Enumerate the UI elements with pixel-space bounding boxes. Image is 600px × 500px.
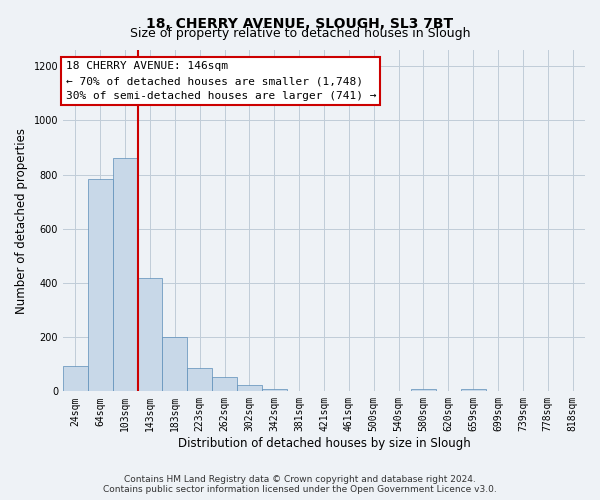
Bar xyxy=(113,158,137,392)
Bar xyxy=(411,388,436,392)
Bar xyxy=(88,178,113,392)
Text: 18 CHERRY AVENUE: 146sqm
← 70% of detached houses are smaller (1,748)
30% of sem: 18 CHERRY AVENUE: 146sqm ← 70% of detach… xyxy=(65,62,376,101)
Y-axis label: Number of detached properties: Number of detached properties xyxy=(15,128,28,314)
Bar xyxy=(262,389,287,392)
X-axis label: Distribution of detached houses by size in Slough: Distribution of detached houses by size … xyxy=(178,437,470,450)
Bar xyxy=(461,388,485,392)
Text: Contains HM Land Registry data © Crown copyright and database right 2024.
Contai: Contains HM Land Registry data © Crown c… xyxy=(103,474,497,494)
Bar xyxy=(63,366,88,392)
Text: 18, CHERRY AVENUE, SLOUGH, SL3 7BT: 18, CHERRY AVENUE, SLOUGH, SL3 7BT xyxy=(146,18,454,32)
Bar xyxy=(137,278,163,392)
Bar xyxy=(287,390,311,392)
Text: Size of property relative to detached houses in Slough: Size of property relative to detached ho… xyxy=(130,28,470,40)
Bar xyxy=(212,377,237,392)
Bar xyxy=(237,386,262,392)
Bar xyxy=(187,368,212,392)
Bar xyxy=(163,337,187,392)
